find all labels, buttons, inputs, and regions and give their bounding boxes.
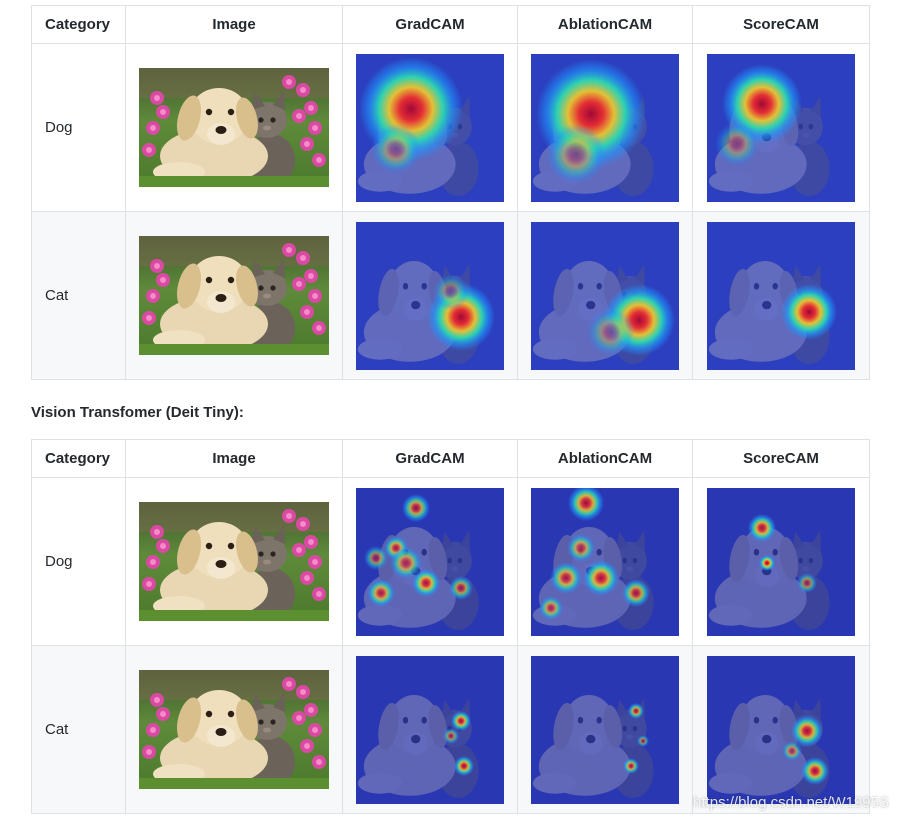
category-label: Dog [31, 43, 126, 212]
header-image: Image [125, 5, 343, 44]
gradcam-cell [342, 477, 518, 646]
header-scorecam: ScoreCAM [692, 5, 870, 44]
header-image: Image [125, 439, 343, 478]
category-label: Cat [31, 211, 126, 380]
category-label: Cat [31, 645, 126, 814]
scorecam-heatmap [707, 221, 855, 370]
category-label: Dog [31, 477, 126, 646]
scorecam-heatmap [707, 53, 855, 202]
gradcam-cell [342, 645, 518, 814]
ablationcam-cell [517, 477, 693, 646]
gradcam-heatmap [356, 53, 504, 202]
header-category: Category [31, 439, 126, 478]
gradcam-heatmap [356, 655, 504, 804]
ablationcam-heatmap [531, 655, 679, 804]
ablationcam-heatmap [531, 487, 679, 636]
ablationcam-heatmap [531, 53, 679, 202]
image-cell [125, 43, 343, 212]
dog-cat-photo [139, 670, 329, 789]
table-row: Dog [31, 43, 870, 212]
scorecam-cell [692, 477, 870, 646]
table-row: Cat [31, 211, 870, 380]
table-header-row: Category Image GradCAM AblationCAM Score… [31, 5, 870, 44]
table-row: Dog [31, 477, 870, 646]
table-row: Cat [31, 645, 870, 814]
section-title: Vision Transfomer (Deit Tiny): [31, 404, 244, 421]
ablationcam-cell [517, 43, 693, 212]
gradcam-heatmap [356, 221, 504, 370]
image-cell [125, 477, 343, 646]
header-category: Category [31, 5, 126, 44]
cnn-results-table: Category Image GradCAM AblationCAM Score… [31, 5, 870, 380]
dog-cat-photo [139, 502, 329, 621]
ablationcam-cell [517, 211, 693, 380]
header-scorecam: ScoreCAM [692, 439, 870, 478]
scorecam-heatmap [707, 487, 855, 636]
scorecam-cell [692, 43, 870, 212]
ablationcam-cell [517, 645, 693, 814]
vit-results-table: Category Image GradCAM AblationCAM Score… [31, 439, 870, 814]
gradcam-cell [342, 43, 518, 212]
scorecam-cell [692, 645, 870, 814]
table-header-row: Category Image GradCAM AblationCAM Score… [31, 439, 870, 478]
watermark: https://blog.csdn.net/W1995S [693, 794, 889, 811]
gradcam-cell [342, 211, 518, 380]
header-gradcam: GradCAM [342, 5, 518, 44]
header-gradcam: GradCAM [342, 439, 518, 478]
scorecam-cell [692, 211, 870, 380]
image-cell [125, 645, 343, 814]
dog-cat-photo [139, 236, 329, 355]
scorecam-heatmap [707, 655, 855, 804]
image-cell [125, 211, 343, 380]
gradcam-heatmap [356, 487, 504, 636]
header-ablationcam: AblationCAM [517, 5, 693, 44]
header-ablationcam: AblationCAM [517, 439, 693, 478]
dog-cat-photo [139, 68, 329, 187]
ablationcam-heatmap [531, 221, 679, 370]
